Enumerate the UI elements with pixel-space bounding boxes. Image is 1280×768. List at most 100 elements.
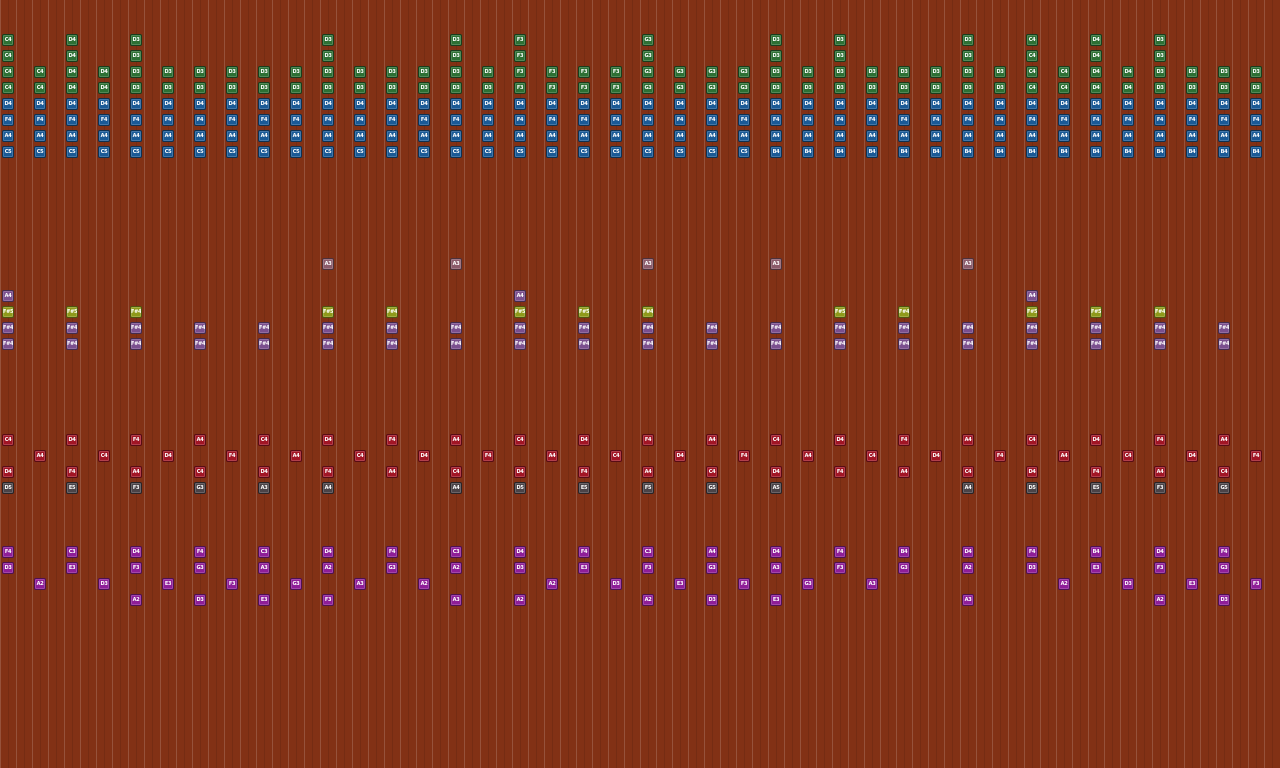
note-block[interactable]: D3 [962,66,974,78]
note-block[interactable]: F#4 [834,322,846,334]
note-block[interactable]: D3 [482,82,494,94]
note-block[interactable]: B4 [1026,146,1038,158]
note-block[interactable]: C5 [674,146,686,158]
note-block[interactable]: A3 [258,482,270,494]
note-block[interactable]: A3 [258,562,270,574]
note-block[interactable]: C5 [386,146,398,158]
note-block[interactable]: D3 [386,82,398,94]
note-block[interactable]: B4 [1122,146,1134,158]
note-block[interactable]: F#5 [578,306,590,318]
note-block[interactable]: D4 [706,98,718,110]
note-block[interactable]: F#4 [386,338,398,350]
note-block[interactable]: D3 [354,82,366,94]
note-block[interactable]: G3 [642,34,654,46]
note-block[interactable]: A4 [898,130,910,142]
note-block[interactable]: E3 [1186,578,1198,590]
note-block[interactable]: C4 [1026,34,1038,46]
note-block[interactable]: F4 [994,450,1006,462]
note-block[interactable]: F#4 [386,306,398,318]
note-block[interactable]: D3 [994,66,1006,78]
note-block[interactable]: F4 [738,450,750,462]
note-block[interactable]: A2 [514,594,526,606]
note-block[interactable]: A4 [482,130,494,142]
note-block[interactable]: A4 [450,482,462,494]
note-block[interactable]: A4 [322,482,334,494]
note-block[interactable]: G3 [674,82,686,94]
note-block[interactable]: D4 [34,98,46,110]
note-block[interactable]: C4 [34,82,46,94]
note-block[interactable]: F4 [546,114,558,126]
note-block[interactable]: F4 [1058,114,1070,126]
note-block[interactable]: F3 [834,562,846,574]
note-block[interactable]: D3 [1186,82,1198,94]
note-block[interactable]: F4 [226,450,238,462]
note-block[interactable]: A4 [1058,130,1070,142]
note-block[interactable]: F#4 [130,322,142,334]
note-block[interactable]: D4 [2,98,14,110]
note-block[interactable]: D5 [1026,482,1038,494]
note-block[interactable]: G3 [642,50,654,62]
note-block[interactable]: D4 [98,98,110,110]
note-block[interactable]: F#4 [258,338,270,350]
note-block[interactable]: C5 [578,146,590,158]
note-block[interactable]: F4 [738,114,750,126]
note-block[interactable]: A4 [1090,130,1102,142]
note-block[interactable]: A2 [1154,594,1166,606]
note-block[interactable]: D4 [98,82,110,94]
note-block[interactable]: D3 [706,594,718,606]
note-block[interactable]: A4 [386,130,398,142]
note-block[interactable]: C4 [1026,434,1038,446]
note-block[interactable]: G3 [642,82,654,94]
note-block[interactable]: D3 [1250,82,1262,94]
note-block[interactable]: E3 [66,562,78,574]
note-block[interactable]: D4 [962,546,974,558]
note-block[interactable]: A4 [898,466,910,478]
note-block[interactable]: D3 [258,66,270,78]
note-block[interactable]: D4 [66,98,78,110]
note-block[interactable]: A4 [226,130,238,142]
note-block[interactable]: G3 [1218,562,1230,574]
note-block[interactable]: A4 [162,130,174,142]
note-block[interactable]: C4 [770,434,782,446]
note-block[interactable]: C4 [1122,450,1134,462]
note-block[interactable]: F#4 [1218,338,1230,350]
note-block[interactable]: D3 [834,82,846,94]
note-block[interactable]: A4 [1250,130,1262,142]
note-block[interactable]: D4 [1090,98,1102,110]
note-block[interactable]: F#4 [66,338,78,350]
note-block[interactable]: A4 [450,130,462,142]
note-block[interactable]: A2 [1058,578,1070,590]
note-block[interactable]: D3 [450,50,462,62]
note-block[interactable]: E3 [578,562,590,574]
note-block[interactable]: A2 [418,578,430,590]
note-block[interactable]: F3 [610,66,622,78]
note-block[interactable]: A3 [962,258,974,270]
note-block[interactable]: D3 [450,66,462,78]
note-block[interactable]: C4 [610,450,622,462]
note-block[interactable]: D4 [322,434,334,446]
note-block[interactable]: D3 [834,50,846,62]
note-block[interactable]: F#4 [450,322,462,334]
note-block[interactable]: A4 [514,290,526,302]
note-block[interactable]: D4 [674,450,686,462]
note-block[interactable]: F4 [578,114,590,126]
note-block[interactable]: F#5 [1090,306,1102,318]
note-block[interactable]: D3 [226,66,238,78]
note-block[interactable]: A4 [1218,130,1230,142]
note-block[interactable]: F4 [194,546,206,558]
note-block[interactable]: G3 [706,66,718,78]
note-block[interactable]: D3 [994,82,1006,94]
note-block[interactable]: F#4 [642,306,654,318]
note-block[interactable]: F3 [738,578,750,590]
note-block[interactable]: C4 [2,82,14,94]
note-block[interactable]: G3 [386,562,398,574]
note-block[interactable]: D3 [450,34,462,46]
note-block[interactable]: D4 [1090,66,1102,78]
note-block[interactable]: D3 [322,82,334,94]
note-block[interactable]: B4 [1154,146,1166,158]
note-block[interactable]: D3 [322,66,334,78]
note-block[interactable]: A4 [994,130,1006,142]
note-block[interactable]: F#4 [642,338,654,350]
note-block[interactable]: F4 [98,114,110,126]
note-block[interactable]: F4 [450,114,462,126]
